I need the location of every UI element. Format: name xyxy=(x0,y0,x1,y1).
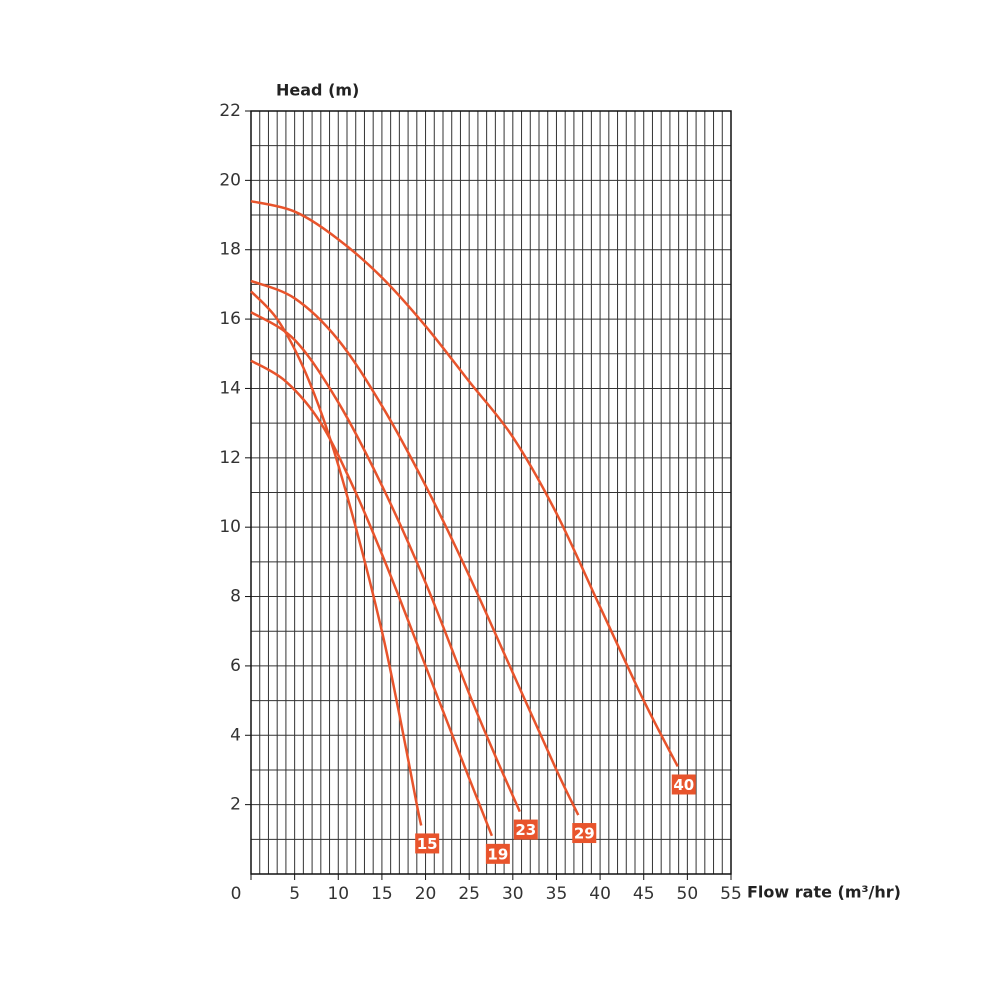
curve xyxy=(250,199,679,768)
y-axis-title: Head (m) xyxy=(276,81,359,100)
x-tick-label: 35 xyxy=(546,884,568,904)
plot-frame xyxy=(250,110,732,875)
curve-label: 29 xyxy=(574,825,595,843)
curve-label-box xyxy=(513,819,538,840)
x-tick-label: 50 xyxy=(677,884,699,904)
x-axis-title: Flow rate (m³/hr) xyxy=(747,883,901,902)
y-tick-label: 8 xyxy=(230,587,241,607)
curve xyxy=(250,359,494,837)
y-tick-label: 14 xyxy=(219,378,241,398)
curve xyxy=(250,279,580,816)
y-tick-label: 2 xyxy=(230,795,241,815)
x-tick-label: 25 xyxy=(458,884,480,904)
x-tick-label: 5 xyxy=(289,884,300,904)
y-tick-label: 20 xyxy=(219,170,241,190)
x-tick-label: 10 xyxy=(327,884,349,904)
curve-label: 15 xyxy=(417,835,438,853)
curve xyxy=(250,290,423,826)
x-tick-label: 30 xyxy=(502,884,524,904)
x-tick-label: 0 xyxy=(231,884,242,904)
x-tick-label: 20 xyxy=(415,884,437,904)
curve-label: 23 xyxy=(515,821,536,839)
curve-label-box xyxy=(485,843,510,864)
y-tick-label: 4 xyxy=(230,725,241,745)
y-tick-label: 12 xyxy=(219,448,241,468)
x-tick-label: 15 xyxy=(371,884,393,904)
curve-label-box xyxy=(671,774,696,795)
y-tick-label: 10 xyxy=(219,517,241,537)
curve-label-box xyxy=(572,823,597,844)
y-tick-label: 16 xyxy=(219,309,241,329)
y-tick-label: 6 xyxy=(230,656,241,676)
y-tick-label: 18 xyxy=(219,240,241,260)
x-tick-label: 40 xyxy=(589,884,611,904)
curve-label: 19 xyxy=(487,845,508,863)
x-tick-label: 45 xyxy=(633,884,655,904)
y-tick-label: 22 xyxy=(219,101,241,121)
curve-label-box xyxy=(415,833,440,854)
x-tick-label: 55 xyxy=(720,884,742,904)
curve-label: 40 xyxy=(673,776,694,794)
curve xyxy=(250,311,521,813)
